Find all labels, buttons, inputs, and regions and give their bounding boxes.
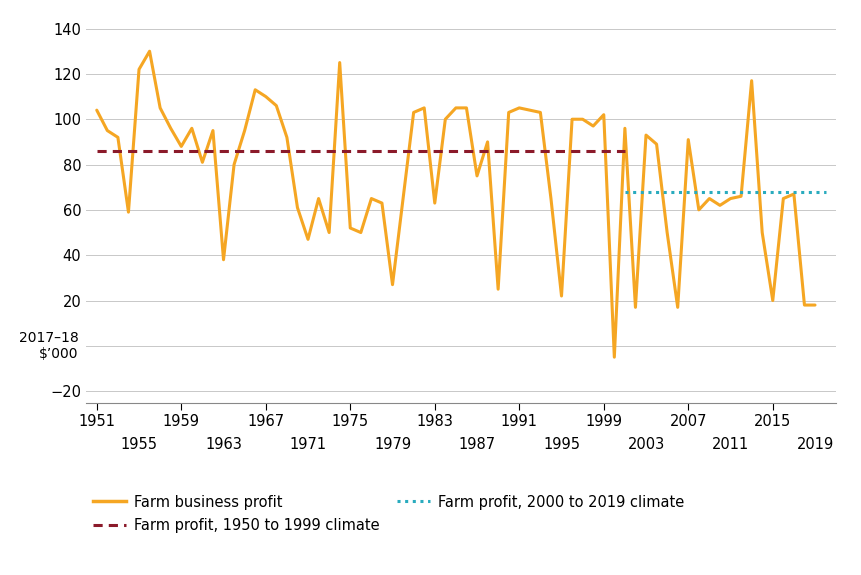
Text: 2017–18
$’000: 2017–18 $’000	[19, 331, 78, 361]
Legend: Farm business profit, Farm profit, 1950 to 1999 climate, Farm profit, 2000 to 20: Farm business profit, Farm profit, 1950 …	[93, 494, 684, 533]
